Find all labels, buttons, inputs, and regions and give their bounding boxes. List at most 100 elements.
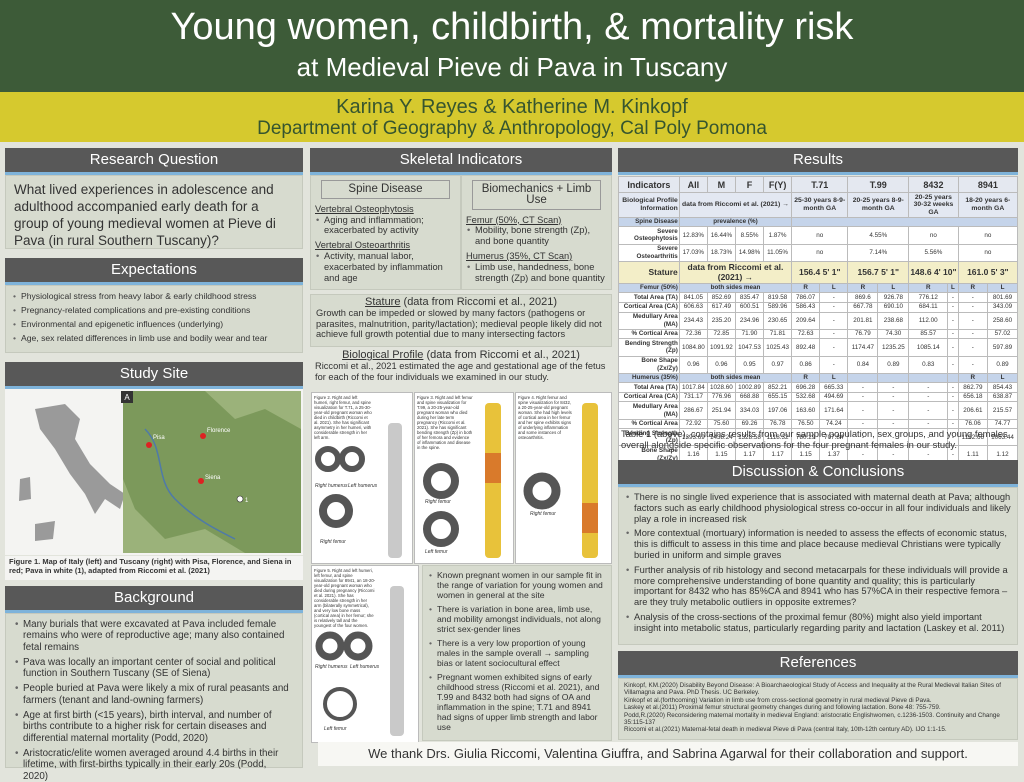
table-cell: 17.03% [678, 243, 708, 262]
table-cell: 1084.80 [678, 338, 708, 357]
table-cell: no [957, 243, 1019, 262]
bone-section [523, 472, 561, 510]
table-cell: 852.69 [706, 292, 736, 303]
table-cell: 656.18 [957, 391, 989, 403]
table-cell: 0.96 [706, 355, 736, 374]
table-cell: 801.69 [987, 292, 1018, 303]
table-cell: Severe Osteoarthritis [618, 243, 680, 262]
table-cell: 16.44% [706, 226, 736, 245]
column-header: F(Y) [763, 176, 793, 193]
table-cell: 209.64 [791, 311, 821, 330]
table-cell: 0.97 [763, 355, 793, 374]
figure-label: Right femur [425, 499, 451, 505]
section-heading: Expectations [5, 258, 303, 285]
table-cell: 696.28 [791, 382, 821, 393]
column-header: Indicators [618, 176, 680, 193]
table-cell: - [947, 355, 959, 374]
affiliation: Department of Geography & Anthropology, … [257, 118, 767, 139]
list-item: Aristocratic/elite women averaged around… [14, 748, 294, 782]
table-cell: 215.57 [987, 401, 1018, 420]
results-table: Indicators All M F F(Y) T.71 T.99 8432 8941 Biolo… [618, 176, 1019, 464]
table-cell: 71.81 [763, 328, 793, 340]
table-cell: 862.79 [957, 382, 989, 393]
table-row: Severe Osteophytosis 12.83% 16.44% 8.55% 1.8… [618, 226, 1019, 245]
city-marker [146, 442, 152, 448]
table-cell: L [987, 372, 1018, 384]
table-cell: 7.14% [847, 243, 910, 262]
spine-highlight [582, 503, 598, 533]
table-cell: 72.63 [791, 328, 821, 340]
table-cell: 690.10 [877, 301, 910, 313]
table-cell: 606.63 [678, 301, 708, 313]
table-cell: 334.03 [734, 401, 765, 420]
table-row: Humerus (35%) both sides mean R L R L [618, 372, 1018, 384]
section-heading: Background [5, 586, 303, 613]
figure-label: Right femur [530, 511, 556, 517]
figure: Figure 2. Right and left humeri, right f… [311, 392, 413, 564]
table-cell: 18.73% [706, 243, 736, 262]
table-cell: 0.89 [877, 355, 910, 374]
table-cell: 1002.89 [734, 382, 765, 393]
table-cell: 684.11 [908, 301, 949, 313]
table-cell: 76.79 [847, 328, 879, 340]
table-cell: 869.6 [847, 292, 879, 303]
table-cell: Cortical Area (CA) [618, 301, 680, 313]
table-cell: 25-30 years 8-9-month GA [791, 192, 849, 218]
table-cell: - [847, 391, 879, 403]
table-cell: - [957, 355, 989, 374]
table-cell: 112.00 [908, 311, 949, 330]
table-cell: 206.61 [957, 401, 989, 420]
table-cell: - [847, 401, 879, 420]
table-cell: R [957, 372, 989, 384]
table-cell: 926.78 [877, 292, 910, 303]
table-cell: 4.55% [847, 226, 910, 245]
figure-label: Left humerus [348, 483, 378, 489]
table-cell: 0.83 [908, 355, 949, 374]
table-cell: Cortical Area (CA) [618, 391, 680, 403]
list-item: Podd,R.(2020) Reconsidering maternal mor… [624, 711, 1000, 727]
list-item: Laskey et al.(2011) Proximal femur struc… [624, 704, 941, 712]
table-cell: - [819, 301, 849, 313]
table-row: Cortical Area (CA) 731.17 776.96 668.88 655.… [618, 391, 1018, 403]
table-cell: 589.96 [763, 301, 793, 313]
table-cell: - [947, 401, 959, 420]
table-cell: - [947, 382, 959, 393]
author-band [0, 92, 1024, 142]
table-cell: - [877, 382, 910, 393]
table-cell: 201.81 [847, 311, 879, 330]
list-item: Age, sex related differences in limb use… [12, 333, 296, 343]
table-cell: 0.84 [847, 355, 879, 374]
table-cell: 258.60 [987, 311, 1018, 330]
map-label: Florence [207, 428, 231, 434]
map-label: Siena [205, 475, 221, 481]
source: (data from Riccomi et al., 2021) [426, 349, 580, 361]
table-cell: both sides mean [678, 282, 793, 294]
table-cell: L [819, 372, 849, 384]
table-cell: 1.11 [957, 445, 989, 464]
table-cell: 1.87% [763, 226, 793, 245]
table-cell: both sides mean [678, 372, 793, 384]
table-cell: L [877, 282, 910, 294]
table-row: Stature data from Riccomi et al. (2021) →… [618, 260, 1019, 284]
table-cell: 854.43 [987, 382, 1018, 393]
table-cell: R [957, 282, 989, 294]
figure-caption: Figure 1. Map of Italy (left) and Tuscan… [5, 556, 303, 580]
table-row: % Cortical Area 72.36 72.85 71.90 71.81 72.63… [618, 328, 1018, 340]
figure-label: Right humerus [315, 664, 348, 670]
figure-caption: Figure 5. Right and left humeri, left fe… [314, 568, 376, 628]
table-cell: 1235.25 [877, 338, 910, 357]
table-cell: 0.95 [734, 355, 765, 374]
table-cell: - [847, 382, 879, 393]
table-cell: - [947, 338, 959, 357]
table-cell: - [819, 292, 849, 303]
table-row: Medullary Area (MA) 234.43 235.20 234.96 230… [618, 311, 1018, 330]
list-item: People buried at Pava were likely a mix … [14, 683, 294, 706]
table-cell [947, 372, 959, 384]
discussion-list: There is no single lived experience that… [618, 487, 1018, 645]
map-label: Pisa [153, 435, 165, 441]
table-cell: - [957, 292, 989, 303]
column-header: M [706, 176, 736, 193]
table-cell: 230.65 [763, 311, 793, 330]
expectations-list: Physiological stress from heavy labor & … [5, 285, 303, 353]
table-cell: R [791, 282, 821, 294]
